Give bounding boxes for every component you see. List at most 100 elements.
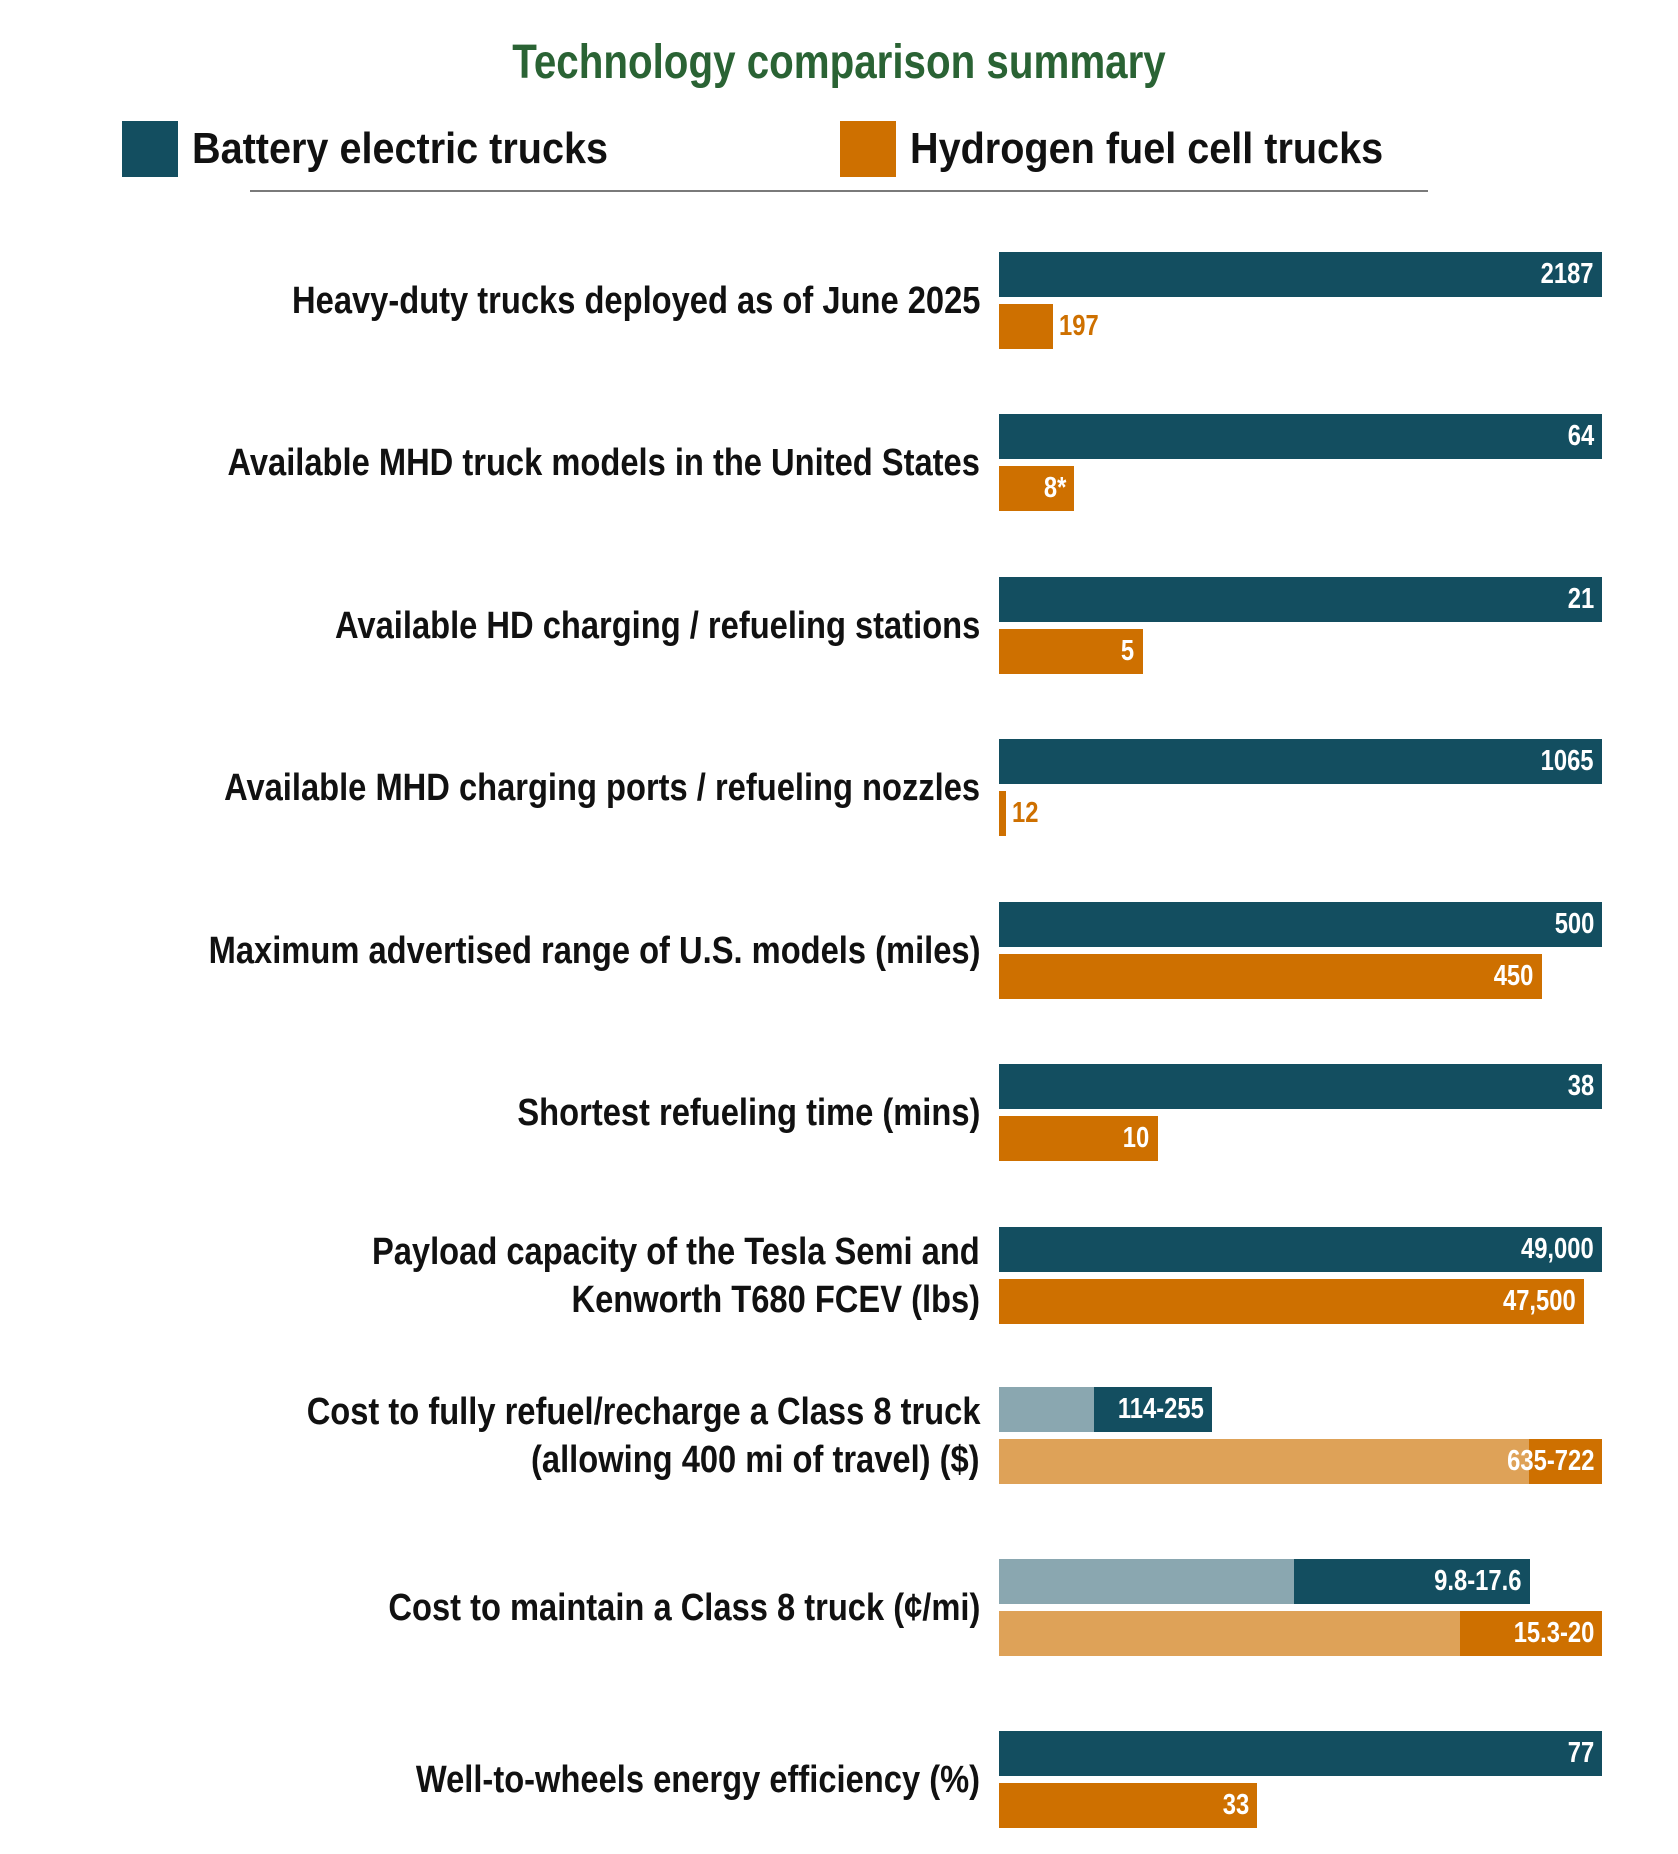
- value-label-battery-electric-text: 2187: [1541, 258, 1594, 290]
- bar-hydrogen-fuel-cell: [0, 791, 1678, 836]
- bar-fill: [999, 1227, 1602, 1272]
- category-label-line: Cost to maintain a Class 8 truck (¢/mi): [387, 1586, 980, 1629]
- bar-fill: [999, 739, 1602, 784]
- category-label: Available MHD charging ports / refueling…: [0, 764, 980, 812]
- category-label: Cost to maintain a Class 8 truck (¢/mi): [0, 1584, 980, 1632]
- bar-fill: [999, 1279, 1584, 1324]
- category-label: Available HD charging / refueling statio…: [0, 602, 980, 650]
- bar-hydrogen-fuel-cell: [0, 954, 1678, 999]
- bar-fill: [999, 629, 1143, 674]
- value-label-battery-electric: 114-255: [1099, 1387, 1204, 1432]
- bar-range-low-segment: [999, 1611, 1461, 1656]
- bar-battery-electric: [0, 739, 1678, 784]
- value-label-hydrogen-fuel-cell-text: 33: [1222, 1789, 1250, 1821]
- category-label: Well-to-wheels energy efficiency (%): [0, 1756, 980, 1804]
- legend-label-battery-electric: Battery electric trucks: [192, 124, 609, 173]
- bar-fill: [999, 1116, 1158, 1161]
- bar-battery-electric: [0, 1064, 1678, 1109]
- value-label-battery-electric: 500: [1546, 902, 1594, 947]
- bar-fill: [999, 791, 1006, 836]
- bar-range-low-segment: [999, 1439, 1530, 1484]
- value-label-hydrogen-fuel-cell-text: 47,500: [1502, 1285, 1576, 1317]
- value-label-battery-electric-text: 77: [1567, 1737, 1594, 1769]
- bar-fill: [999, 1783, 1258, 1828]
- bar-hydrogen-fuel-cell: [0, 1116, 1678, 1161]
- category-label: Payload capacity of the Tesla Semi and Ke…: [0, 1228, 980, 1324]
- category-label-line: Available HD charging / refueling statio…: [334, 604, 980, 647]
- legend-swatch-battery-electric: [122, 121, 178, 177]
- category-label-line: Well-to-wheels energy efficiency (%): [415, 1758, 980, 1801]
- category-label-line: Maximum advertised range of U.S. models …: [208, 929, 980, 972]
- bar-battery-electric: [0, 577, 1678, 622]
- bar-range-high-segment: [1460, 1611, 1602, 1656]
- value-label-battery-electric-text: 21: [1567, 583, 1594, 615]
- value-label-hydrogen-fuel-cell-text: 15.3-20: [1513, 1617, 1594, 1649]
- legend-label-hydrogen-fuel-cell: Hydrogen fuel cell trucks: [910, 124, 1384, 173]
- bar-fill: [999, 902, 1602, 947]
- bar-fill: [999, 304, 1054, 349]
- value-label-battery-electric: 49,000: [1505, 1227, 1594, 1272]
- bar-battery-electric: [0, 1559, 1678, 1604]
- category-label: Heavy-duty trucks deployed as of June 20…: [0, 277, 980, 325]
- bar-hydrogen-fuel-cell: [0, 1279, 1678, 1324]
- bar-hydrogen-fuel-cell: [0, 466, 1678, 511]
- bar-fill: [999, 1064, 1602, 1109]
- value-label-hydrogen-fuel-cell: 8*: [1039, 466, 1066, 511]
- bar-battery-electric: [0, 1387, 1678, 1432]
- category-label: Shortest refueling time (mins): [0, 1089, 980, 1137]
- value-label-battery-electric: 9.8-17.6: [1415, 1559, 1521, 1604]
- category-label-line: Kenworth T680 FCEV (lbs): [571, 1278, 980, 1321]
- bar-hydrogen-fuel-cell: [0, 1611, 1678, 1656]
- bar-fill: [999, 954, 1542, 999]
- value-label-hydrogen-fuel-cell: 12: [1012, 791, 1044, 836]
- bar-hydrogen-fuel-cell: [0, 1783, 1678, 1828]
- value-label-battery-electric-text: 64: [1567, 420, 1594, 452]
- bar-range-high-segment: [1294, 1559, 1530, 1604]
- value-label-battery-electric-text: 1065: [1541, 745, 1594, 777]
- bar-range-low-segment: [999, 1387, 1095, 1432]
- bar-battery-electric: [0, 902, 1678, 947]
- category-label-line: Shortest refueling time (mins): [516, 1091, 980, 1134]
- bar-hydrogen-fuel-cell: [0, 1439, 1678, 1484]
- value-label-battery-electric: 21: [1562, 577, 1594, 622]
- bar-fill: [999, 466, 1075, 511]
- value-label-hydrogen-fuel-cell-text: 10: [1123, 1122, 1150, 1154]
- bar-fill: [999, 1731, 1602, 1776]
- value-label-battery-electric-text: 49,000: [1521, 1233, 1594, 1265]
- bar-range-high-segment: [1094, 1387, 1212, 1432]
- value-label-hydrogen-fuel-cell-text: 450: [1494, 960, 1534, 992]
- value-label-hydrogen-fuel-cell-text: 12: [1011, 797, 1039, 829]
- value-label-hydrogen-fuel-cell: 197: [1059, 304, 1107, 349]
- chart-title: Technology comparison summary: [0, 28, 1678, 98]
- value-label-battery-electric-text: 500: [1554, 908, 1594, 940]
- bar-battery-electric: [0, 414, 1678, 459]
- value-label-battery-electric: 64: [1562, 414, 1594, 459]
- value-label-hydrogen-fuel-cell-text: 8*: [1043, 472, 1067, 504]
- bar-battery-electric: [0, 1227, 1678, 1272]
- value-label-hydrogen-fuel-cell: 33: [1217, 1783, 1249, 1828]
- legend-swatch-hydrogen-fuel-cell: [840, 121, 896, 177]
- category-label-line: Available MHD truck models in the United…: [227, 441, 980, 484]
- category-label: Maximum advertised range of U.S. models …: [0, 927, 980, 975]
- bar-battery-electric: [0, 1731, 1678, 1776]
- bar-hydrogen-fuel-cell: [0, 304, 1678, 349]
- value-label-hydrogen-fuel-cell-text: 5: [1121, 635, 1135, 667]
- value-label-hydrogen-fuel-cell-text: 197: [1059, 310, 1099, 342]
- value-label-hydrogen-fuel-cell: 10: [1117, 1116, 1149, 1161]
- value-label-battery-electric: 1065: [1529, 739, 1594, 784]
- value-label-hydrogen-fuel-cell: 47,500: [1487, 1279, 1576, 1324]
- value-label-hydrogen-fuel-cell-text: 635-722: [1506, 1445, 1594, 1477]
- value-label-hydrogen-fuel-cell: 635-722: [1488, 1439, 1594, 1484]
- value-label-battery-electric: 38: [1562, 1064, 1594, 1109]
- category-label-line: Heavy-duty trucks deployed as of June 20…: [291, 279, 980, 322]
- bar-hydrogen-fuel-cell: [0, 629, 1678, 674]
- value-label-battery-electric-text: 38: [1567, 1070, 1594, 1102]
- legend-separator: [250, 190, 1428, 192]
- value-label-battery-electric: 2187: [1529, 252, 1594, 297]
- value-label-battery-electric-text: 114-255: [1118, 1393, 1204, 1425]
- bar-fill: [999, 252, 1602, 297]
- bar-battery-electric: [0, 252, 1678, 297]
- value-label-hydrogen-fuel-cell: 450: [1485, 954, 1534, 999]
- category-label-line: Payload capacity of the Tesla Semi and: [372, 1230, 980, 1273]
- category-label-line: Cost to fully refuel/recharge a Class 8 …: [306, 1390, 980, 1433]
